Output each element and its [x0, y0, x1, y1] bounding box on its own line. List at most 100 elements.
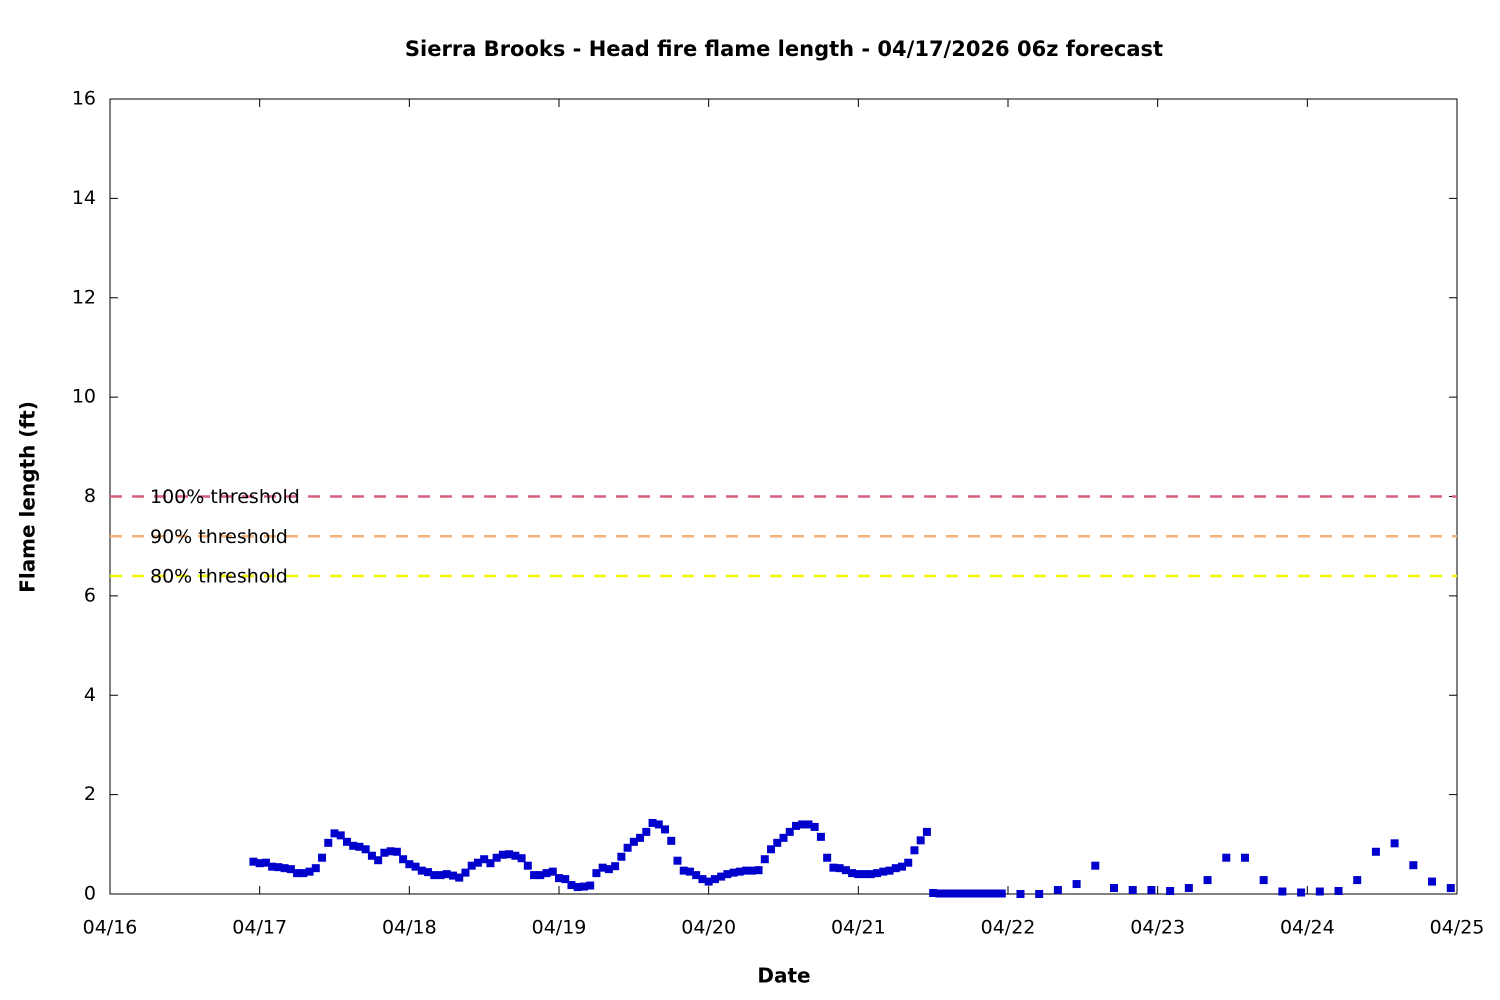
data-point — [467, 861, 476, 870]
data-point — [742, 866, 751, 875]
y-tick-label: 16 — [72, 88, 96, 110]
data-point — [1110, 884, 1119, 893]
data-point — [386, 847, 395, 856]
data-point — [255, 859, 264, 868]
data-point — [555, 874, 563, 883]
data-point — [411, 862, 420, 871]
data-point — [417, 866, 426, 875]
data-point — [873, 869, 882, 878]
y-tick-label: 12 — [72, 286, 96, 308]
data-point — [461, 868, 470, 877]
x-tick-label: 04/24 — [1280, 917, 1335, 939]
y-tick-label: 4 — [84, 684, 96, 706]
data-point — [642, 827, 651, 836]
data-point — [424, 868, 433, 877]
data-point — [392, 847, 401, 856]
data-point — [498, 850, 507, 859]
data-point — [573, 883, 582, 892]
data-point — [654, 820, 663, 829]
data-point — [436, 871, 445, 880]
threshold-label: 80% threshold — [150, 566, 288, 588]
data-point — [735, 867, 744, 876]
data-point — [1203, 876, 1212, 885]
data-point — [979, 889, 988, 898]
data-point — [685, 867, 694, 876]
threshold-label: 90% threshold — [150, 526, 288, 548]
data-point — [935, 889, 944, 898]
data-point — [710, 875, 719, 884]
data-point — [922, 827, 931, 836]
x-tick-label: 04/21 — [831, 917, 886, 939]
data-point — [829, 863, 838, 872]
data-point — [604, 865, 613, 874]
data-point — [579, 882, 588, 891]
data-point — [954, 889, 963, 898]
data-point — [1184, 884, 1193, 893]
data-point — [1259, 876, 1268, 885]
data-point — [517, 854, 526, 863]
data-point — [442, 870, 451, 879]
x-axis-label: Date — [757, 964, 810, 988]
data-point — [611, 862, 620, 871]
data-point — [891, 864, 900, 873]
data-point — [910, 846, 919, 855]
data-point — [586, 881, 595, 890]
data-point — [448, 871, 457, 880]
data-point — [679, 866, 688, 875]
data-point — [1016, 890, 1025, 898]
data-point — [879, 867, 888, 876]
data-point — [816, 832, 825, 841]
data-point — [972, 889, 981, 898]
data-point — [748, 866, 757, 875]
data-point — [1371, 847, 1380, 856]
data-point — [941, 889, 950, 898]
data-point — [854, 870, 863, 879]
data-point — [405, 860, 414, 869]
data-point — [1222, 853, 1231, 862]
x-tick-label: 04/23 — [1130, 917, 1185, 939]
data-point — [505, 850, 514, 859]
data-point — [648, 818, 657, 827]
data-point — [1035, 890, 1044, 898]
data-point — [1053, 886, 1062, 895]
data-point — [661, 825, 670, 834]
data-point — [293, 869, 302, 878]
chart-title: Sierra Brooks - Head fire flame length -… — [405, 37, 1163, 61]
data-point — [617, 852, 626, 861]
data-point — [336, 831, 345, 840]
y-tick-label: 6 — [84, 584, 96, 606]
threshold-label: 100% threshold — [150, 486, 300, 508]
data-point — [960, 889, 969, 898]
x-tick-label: 04/18 — [382, 917, 437, 939]
data-point — [985, 889, 994, 898]
data-point — [430, 871, 439, 880]
data-point — [704, 877, 713, 886]
data-point — [305, 867, 314, 876]
data-point — [261, 858, 270, 867]
data-point — [848, 869, 857, 878]
x-tick-label: 04/16 — [83, 917, 138, 939]
data-point — [492, 853, 501, 862]
data-point — [349, 841, 358, 850]
data-point — [1315, 887, 1324, 896]
data-point — [1278, 887, 1287, 896]
data-point — [355, 842, 364, 851]
data-point — [623, 843, 632, 852]
data-point — [1240, 853, 1249, 862]
data-point — [1428, 877, 1437, 886]
data-point — [629, 837, 638, 846]
data-point — [1297, 888, 1306, 897]
data-point — [311, 864, 320, 873]
data-point — [866, 870, 875, 879]
data-point — [754, 866, 763, 875]
data-point — [785, 827, 794, 836]
data-point — [791, 821, 800, 830]
data-point — [330, 829, 339, 838]
data-point — [860, 870, 869, 879]
y-tick-label: 2 — [84, 783, 96, 805]
data-point — [536, 871, 545, 880]
data-point — [760, 855, 769, 864]
data-point — [773, 838, 782, 847]
y-tick-label: 0 — [84, 883, 96, 905]
